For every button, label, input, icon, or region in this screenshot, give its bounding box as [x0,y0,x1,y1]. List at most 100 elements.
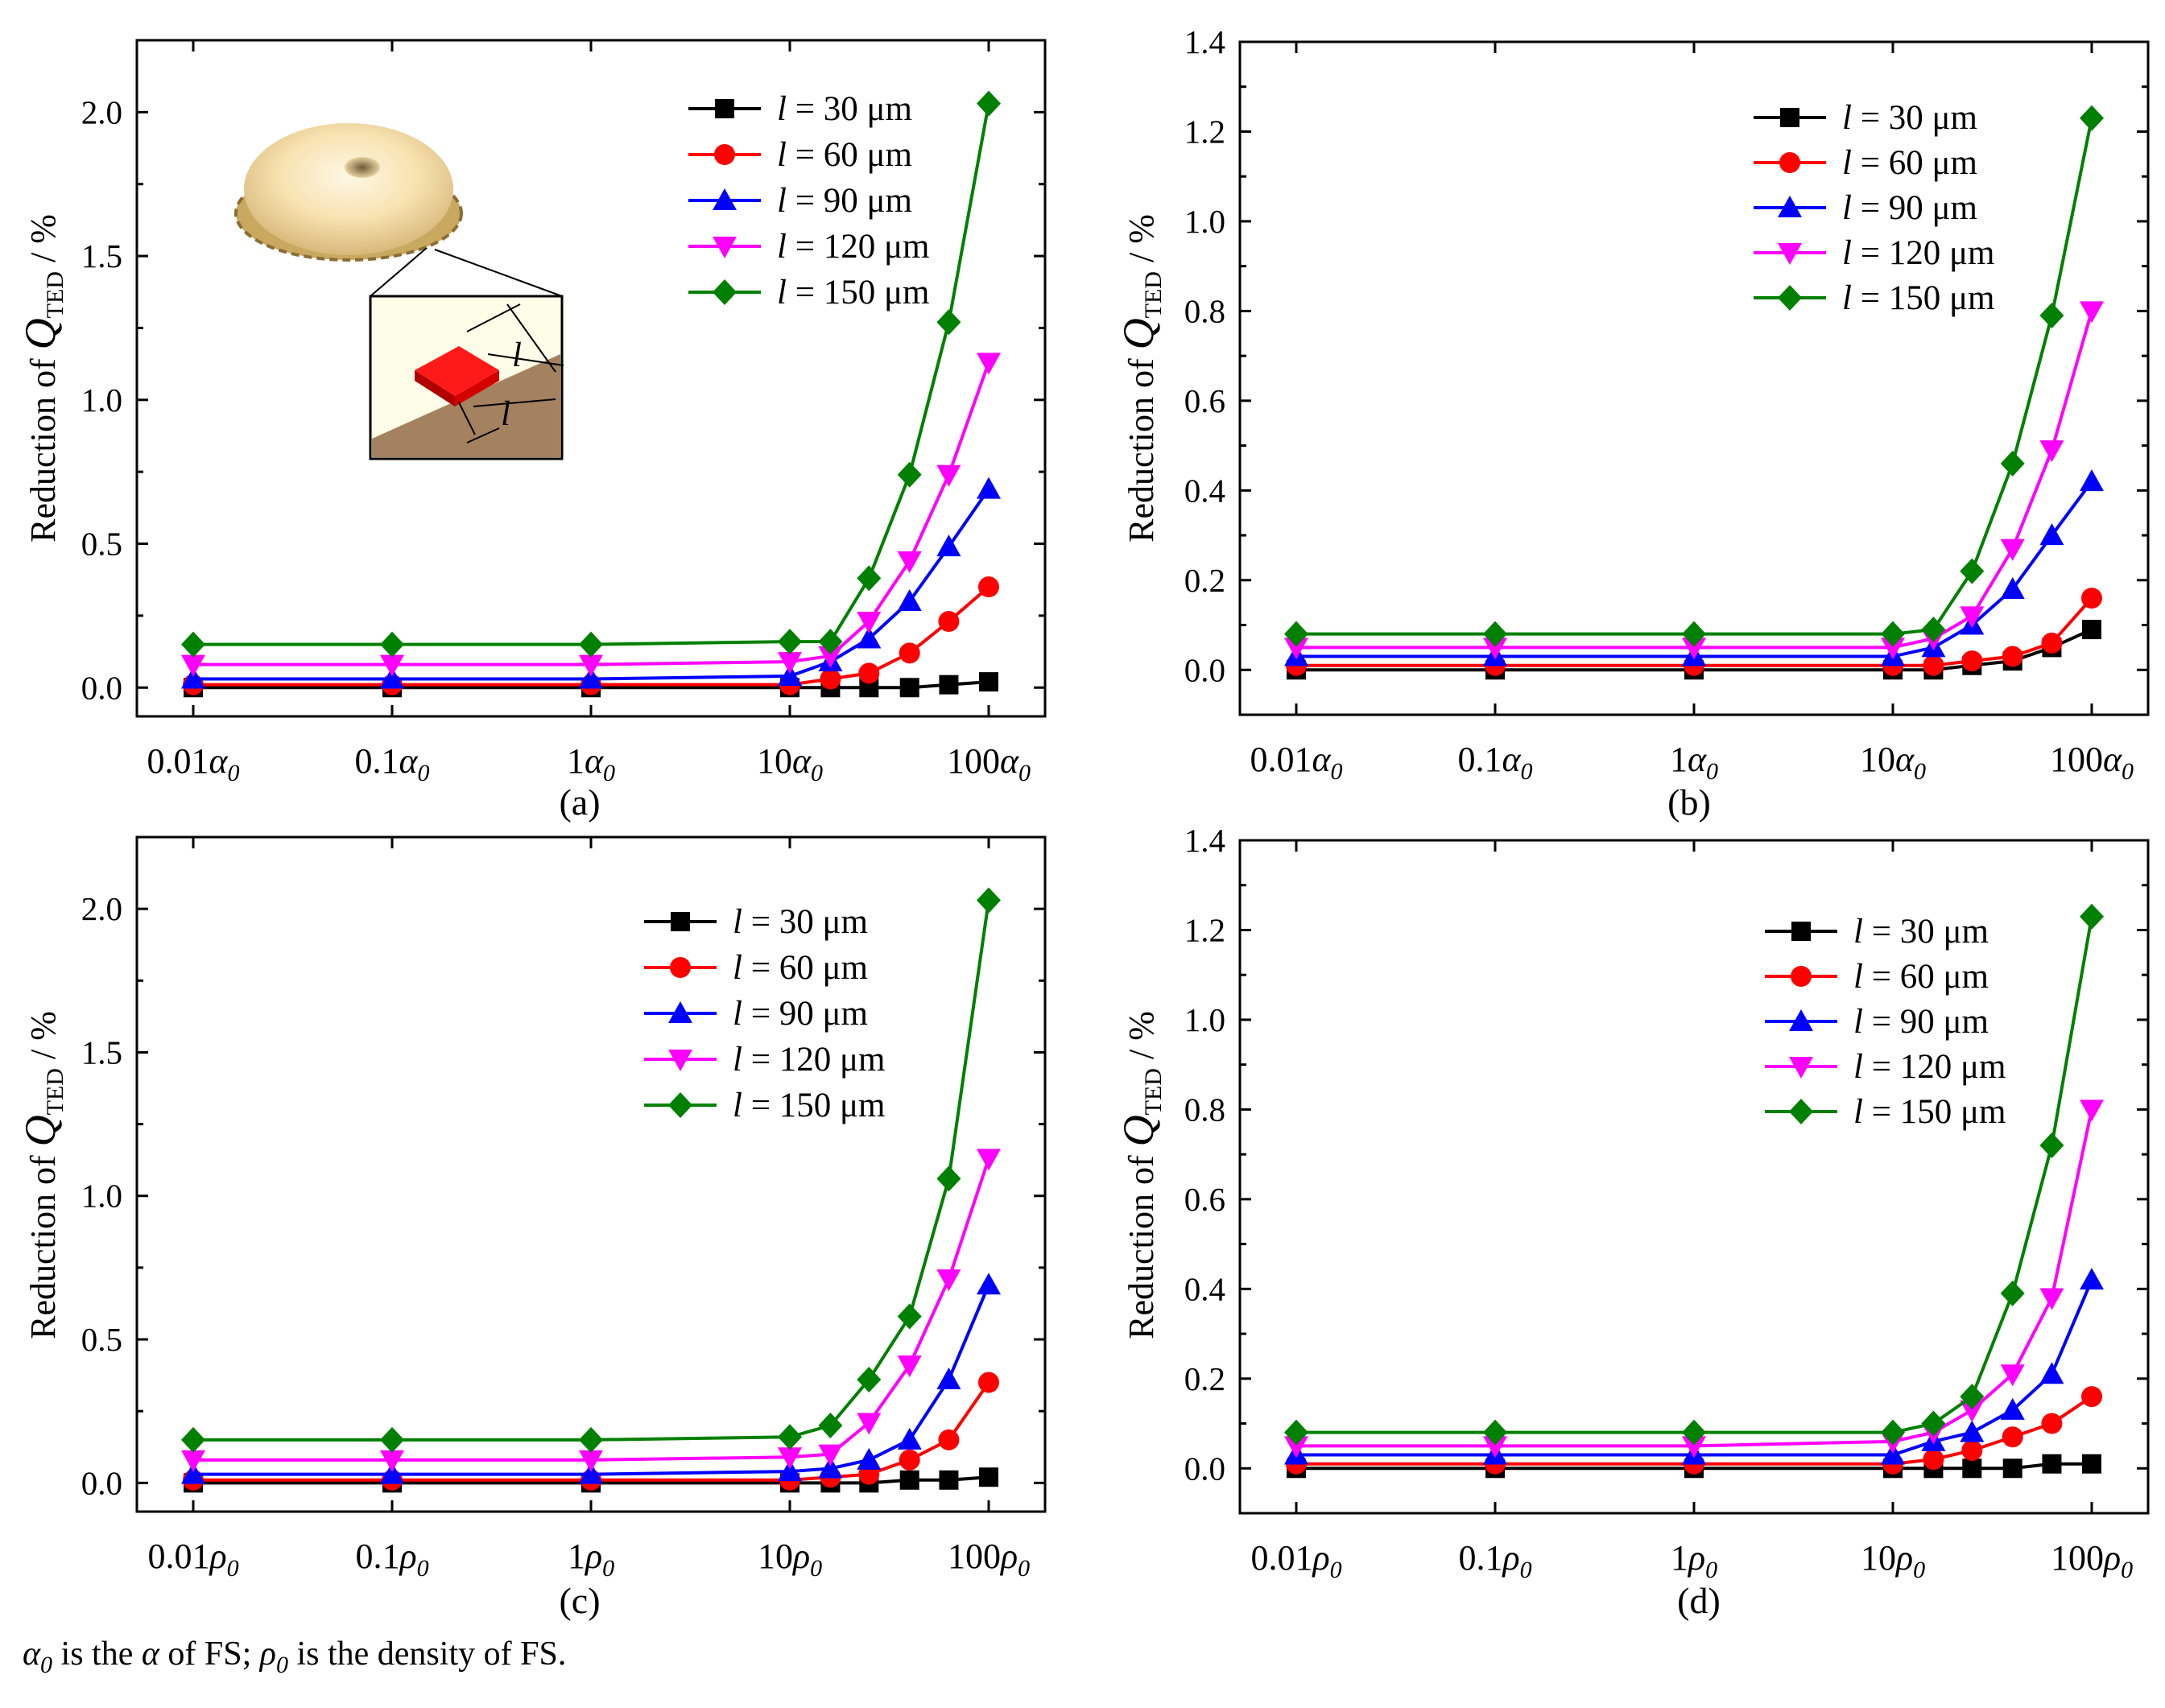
y-tick-label: 1.2 [1184,911,1225,948]
y-tick-label: 1.4 [1184,822,1225,859]
panel-c: 0.0 0.5 1.0 1.5 2.0 0.01ρ0 0.1ρ0 1ρ0 10ρ0 100ρ0 Re… [16,835,1047,1621]
y-tick-label: 1.2 [1184,113,1225,150]
data-point-l60 [1961,650,1983,672]
data-point-l150 [936,1165,961,1192]
data-point-l150 [1682,621,1706,647]
panel-a: 0.0 0.5 1.0 1.5 2.0 0.01α0 0.1α0 1α0 10α0 100α0 Re… [16,39,1047,823]
data-point-l60 [978,1372,999,1393]
footnote-rho: ρ [258,1636,276,1673]
legend-marker [1780,108,1799,127]
data-point-l150 [778,629,802,655]
hemispherical-resonator-icon [234,123,463,262]
data-point-l150 [1682,1419,1706,1446]
data-point-l120 [818,1444,843,1467]
x-tick-label: 0.01α0 [1250,740,1342,785]
data-point-l120 [2080,1099,2104,1122]
data-point-l150 [380,631,404,658]
legend-label: l = 120 μm [1853,1048,2006,1086]
data-point-l90 [2039,1362,2064,1384]
legend-marker [668,1092,692,1118]
x-tick-label: 1ρ0 [568,1537,614,1582]
data-point-l30 [979,1467,998,1487]
footnote-text2: of FS; [159,1636,260,1673]
y-tick-label: 0.5 [81,526,122,563]
legend-marker [1779,152,1800,173]
legend-marker [1789,1057,1813,1079]
zoom-box: l l [369,295,564,460]
y-tick-label: 0.2 [1184,562,1225,599]
x-tick-label: 0.01ρ0 [147,1537,238,1582]
data-point-l90 [1881,1442,1905,1465]
y-tick-label: 0.4 [1184,1270,1225,1307]
x-tick-label: 100α0 [947,741,1031,786]
legend-marker [1778,196,1802,217]
data-point-l120 [2039,440,2064,463]
data-point-l30 [2002,1458,2022,1479]
data-point-l90 [977,477,1001,499]
data-point-l120 [977,353,1001,375]
data-point-l150 [1483,1419,1507,1446]
series-line-l120 [1296,310,2093,650]
data-point-l150 [897,1303,922,1330]
x-tick-label: 10ρ0 [1861,1538,1925,1583]
legend-label: l = 150 μm [777,274,929,311]
data-point-l120 [2000,538,2025,561]
data-point-l60 [820,668,841,690]
legend-label: l = 90 μm [1842,189,1977,227]
legend-label: l = 120 μm [1842,234,1994,272]
x-tick-label: 0.1ρ0 [1458,1538,1531,1583]
legend-label: l = 120 μm [777,228,929,266]
dimension-label: l [501,395,510,433]
data-point-l90 [897,1427,922,1450]
data-point-l90 [936,534,961,557]
y-tick-label: 0.5 [81,1321,122,1358]
data-point-l120 [579,654,603,677]
data-point-l120 [857,1413,882,1435]
panel-label: (a) [559,782,600,823]
panel-label: (c) [559,1580,600,1621]
data-point-l90 [857,626,882,649]
data-point-l30 [1962,1458,1982,1479]
data-point-l120 [778,652,802,675]
y-tick-label: 0.0 [81,669,122,706]
data-point-l150 [1284,621,1308,647]
inset-leader-line [434,249,563,297]
panel-d: 0.0 0.2 0.4 0.6 0.8 1.0 1.2 1.4 0.01ρ0 0.1ρ0 1ρ0 10… [1114,822,2150,1621]
x-tick-label: 1α0 [567,741,615,786]
data-point-l120 [380,654,404,677]
data-point-l90 [2080,469,2104,492]
y-tick-label: 0.6 [1184,1181,1225,1218]
data-point-l120 [897,1355,922,1378]
data-point-l150 [2080,105,2104,131]
panel-label: (d) [1677,1580,1721,1621]
legend-marker [714,144,735,165]
data-point-l150 [579,1426,603,1453]
inset-leader-line [370,247,428,297]
y-axis-title: Reduction of QTED / % [16,1011,68,1339]
footnote-rho-sub: 0 [276,1652,288,1678]
y-axis-title: Reduction of QTED / % [1114,1011,1167,1339]
data-point-l120 [936,464,961,487]
x-tick-label: 1ρ0 [1671,1538,1717,1583]
data-point-l150 [2080,903,2104,930]
data-point-l150 [977,90,1001,117]
plot-frame [1238,40,2150,716]
data-point-l150 [2000,1280,2025,1306]
data-point-l120 [380,1450,404,1472]
y-tick-label: 1.5 [81,237,122,274]
data-point-l150 [579,631,603,658]
data-point-l60 [2002,646,2023,667]
data-point-l90 [380,666,404,689]
data-point-l90 [818,1456,843,1479]
data-point-l120 [818,646,843,668]
legend-label: l = 30 μm [777,90,912,128]
y-tick-label: 1.0 [1184,1001,1225,1038]
data-point-l120 [1483,1436,1507,1458]
data-point-l120 [778,1447,802,1470]
dimension-label: l [512,336,522,374]
x-tick-label: 10ρ0 [758,1537,822,1582]
data-point-l120 [181,1450,205,1472]
legend-marker [1789,1009,1813,1031]
legend-marker [713,237,737,258]
